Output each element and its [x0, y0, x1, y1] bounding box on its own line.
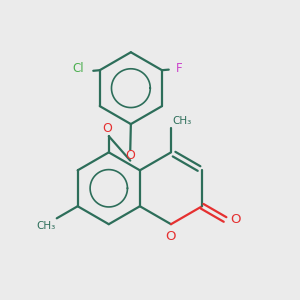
- Text: O: O: [230, 213, 241, 226]
- Text: CH₃: CH₃: [36, 221, 55, 231]
- Text: O: O: [125, 149, 135, 162]
- Text: O: O: [102, 122, 112, 135]
- Text: CH₃: CH₃: [172, 116, 192, 126]
- Text: Cl: Cl: [73, 62, 84, 75]
- Text: F: F: [176, 62, 183, 75]
- Text: O: O: [166, 230, 176, 242]
